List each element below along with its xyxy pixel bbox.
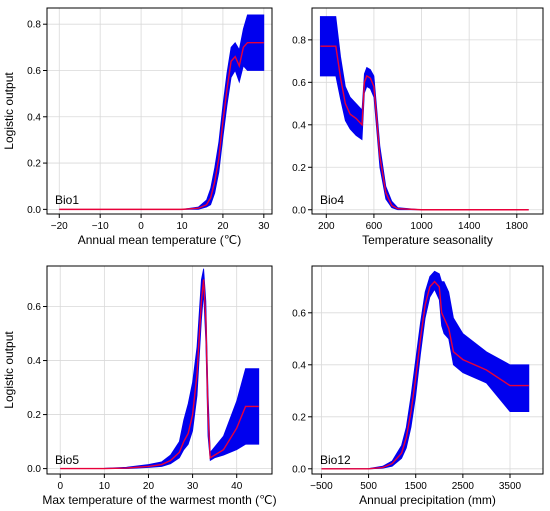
plot-frame [311, 265, 544, 475]
panel-bio5: 0 10 20 30 40 0.0 0.2 0.4 0.6 Bio5 Max temperature… [2, 265, 277, 507]
x-tick-label: 0 [138, 221, 144, 232]
plot-frame [311, 7, 544, 215]
y-tick-label: 0.8 [27, 20, 41, 31]
confidence-band [59, 14, 265, 210]
plot-frame [46, 7, 273, 215]
panel-label: Bio4 [320, 193, 344, 207]
y-tick-label: 0.0 [292, 205, 306, 216]
x-tick-label: 1000 [410, 221, 433, 232]
confidence-band [60, 268, 260, 469]
x-tick-label: −10 [92, 221, 109, 232]
mean-response-line [321, 280, 529, 470]
y-tick-label: 0.6 [27, 66, 41, 77]
panel-label: Bio1 [55, 193, 79, 207]
plot-frame [46, 265, 273, 475]
x-tick-label: 1500 [405, 481, 428, 492]
x-tick-label: 20 [143, 481, 155, 492]
y-tick-label: 0.4 [292, 120, 306, 131]
x-axis-label: Annual precipitation (mm) [359, 493, 496, 507]
x-axis-label: Annual mean temperature (℃) [78, 233, 242, 247]
y-tick-label: 0.0 [27, 205, 41, 216]
panel-bio4: 200 600 1000 1400 1800 0.0 0.2 0.4 0.6 0.8 Bio4 Tem… [292, 7, 544, 247]
x-tick-label: 40 [231, 481, 243, 492]
x-tick-label: 2500 [452, 481, 475, 492]
y-axis-label: Logistic output [2, 331, 16, 409]
y-tick-label: 0.6 [292, 78, 306, 89]
panel-bio1: −20 −10 0 10 20 30 0.0 0.2 0.4 0.6 0.8 Bio1 Annual m… [2, 7, 273, 247]
x-tick-label: 1800 [506, 221, 529, 232]
y-tick-label: 0.4 [27, 112, 41, 123]
y-tick-label: 0.0 [27, 464, 41, 475]
y-axis-label: Logistic output [2, 72, 16, 150]
y-tick-label: 0.8 [292, 35, 306, 46]
mean-response-line [59, 42, 264, 211]
x-tick-label: 30 [187, 481, 199, 492]
x-tick-label: 1400 [458, 221, 481, 232]
y-tick-label: 0.2 [292, 163, 306, 174]
mean-response-line [320, 45, 529, 211]
x-tick-label: 200 [318, 221, 335, 232]
y-tick-label: 0.0 [292, 464, 306, 475]
x-tick-label: −500 [310, 481, 333, 492]
y-tick-label: 0.6 [27, 302, 41, 313]
x-tick-label: −20 [51, 221, 68, 232]
x-tick-label: 0 [57, 481, 63, 492]
y-tick-label: 0.4 [27, 356, 41, 367]
panel-label: Bio5 [55, 453, 79, 467]
x-tick-label: 20 [217, 221, 229, 232]
x-tick-label: 600 [366, 221, 383, 232]
y-tick-label: 0.4 [292, 360, 306, 371]
mean-response-line [60, 279, 259, 470]
x-tick-label: 10 [176, 221, 188, 232]
x-tick-label: 3500 [499, 481, 522, 492]
x-tick-label: 30 [258, 221, 270, 232]
y-tick-label: 0.2 [27, 410, 41, 421]
confidence-band [321, 270, 530, 470]
x-tick-label: 500 [360, 481, 377, 492]
panel-label: Bio12 [320, 453, 351, 467]
y-tick-label: 0.6 [292, 308, 306, 319]
panel-bio12: −500 500 1500 2500 3500 0.0 0.2 0.4 0.6 Bio12 Annu… [292, 265, 544, 507]
x-tick-label: 10 [99, 481, 111, 492]
y-tick-label: 0.2 [27, 159, 41, 170]
x-axis-label: Max temperature of the warmest month (℃) [42, 493, 276, 507]
y-tick-label: 0.2 [292, 412, 306, 423]
confidence-band [319, 16, 529, 211]
x-axis-label: Temperature seasonality [362, 233, 493, 247]
